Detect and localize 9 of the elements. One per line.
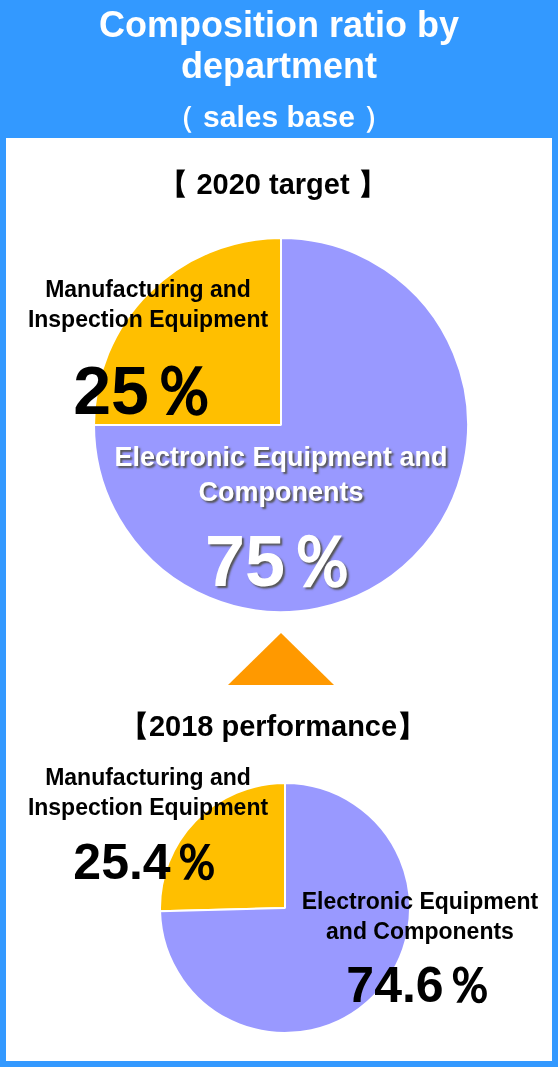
data-label: 75％ (203, 520, 359, 604)
text: Composition ratio by department (98, 4, 460, 87)
text: （ sales base ） (163, 100, 395, 133)
slice-label: Electronic Equipment and Components (113, 440, 449, 509)
data-label: 25.4％ (72, 832, 222, 892)
chart-title: 【 2020 target 】 (158, 167, 388, 202)
chart-title: 【2018 performance】 (118, 709, 428, 744)
slice-label: Electronic Equipment and Components (300, 887, 540, 946)
data-label: 74.6％ (345, 955, 495, 1015)
